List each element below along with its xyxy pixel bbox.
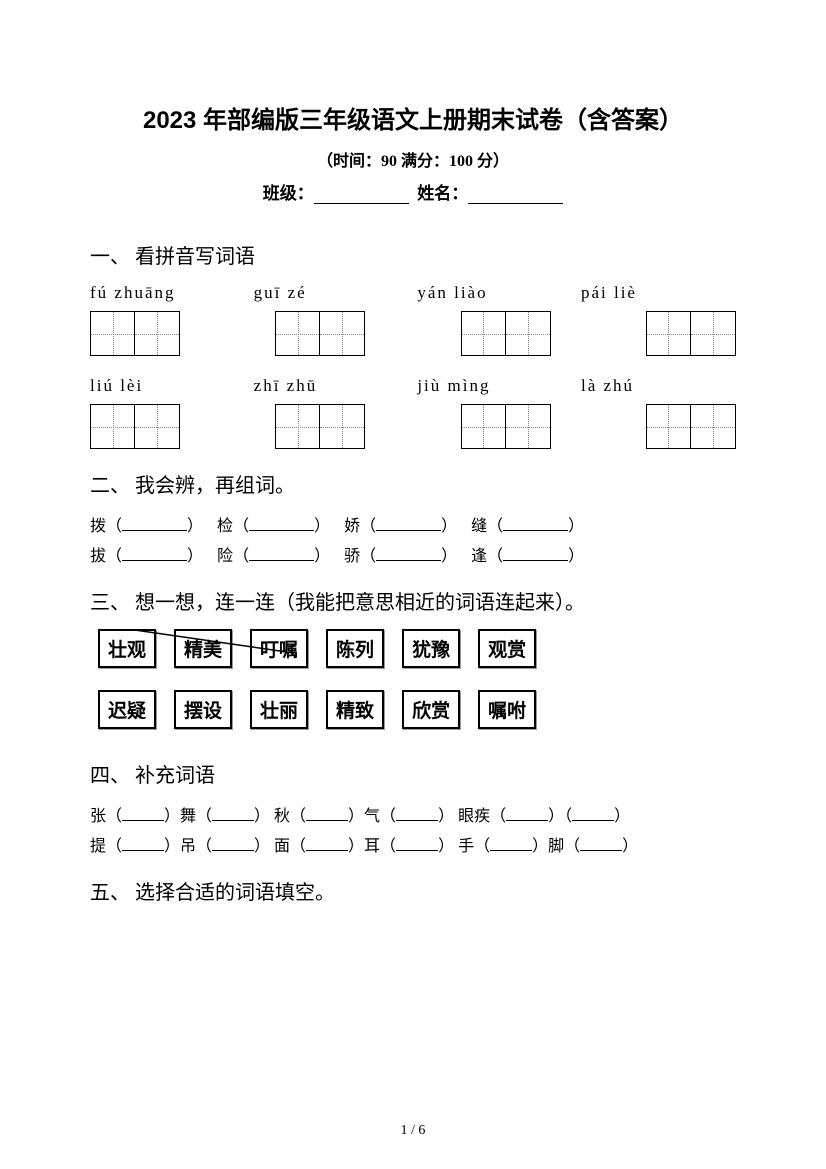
match-box[interactable]: 嘱咐	[478, 690, 536, 729]
q2-item: 娇（）	[344, 512, 457, 536]
match-top-row: 壮观 精美 叮嘱 陈列 犹豫 观赏	[98, 629, 736, 668]
match-box[interactable]: 叮嘱	[250, 629, 308, 668]
answer-blank[interactable]	[572, 807, 614, 821]
answer-blank[interactable]	[122, 807, 164, 821]
q2-item: 缝（）	[471, 512, 584, 536]
q2-item: 逢（）	[471, 542, 584, 566]
match-container: 壮观 精美 叮嘱 陈列 犹豫 观赏 迟疑 摆设 壮丽 精致 欣赏 嘱咐	[90, 629, 736, 729]
match-box[interactable]: 壮观	[98, 629, 156, 668]
char-box-pair[interactable]	[646, 404, 736, 449]
pinyin-label: fú zhuāng	[90, 283, 245, 303]
answer-blank[interactable]	[506, 807, 548, 821]
pinyin-row-1: fú zhuāng guī zé yán liào pái liè	[90, 283, 736, 303]
match-box[interactable]: 犹豫	[402, 629, 460, 668]
answer-blank[interactable]	[490, 837, 532, 851]
match-box[interactable]: 精美	[174, 629, 232, 668]
pinyin-label: zhī zhū	[254, 376, 409, 396]
match-box[interactable]: 观赏	[478, 629, 536, 668]
section1-heading: 一、 看拼音写词语	[90, 240, 736, 269]
answer-blank[interactable]	[376, 516, 441, 531]
pinyin-label: yán liào	[417, 283, 572, 303]
answer-blank[interactable]	[306, 807, 348, 821]
q2-row: 拔（） 险（） 骄（） 逢（）	[90, 542, 736, 566]
answer-blank[interactable]	[249, 546, 314, 561]
char-box-pair[interactable]	[90, 311, 180, 356]
answer-blank[interactable]	[249, 516, 314, 531]
name-blank[interactable]	[468, 186, 563, 204]
char-box-pair[interactable]	[461, 404, 551, 449]
q2-item: 拨（）	[90, 512, 203, 536]
answer-blank[interactable]	[122, 546, 187, 561]
section5-heading: 五、 选择合适的词语填空。	[90, 876, 736, 905]
q2-item: 险（）	[217, 542, 330, 566]
char-box-row	[90, 311, 736, 356]
page-number: 1 / 6	[0, 1123, 826, 1139]
answer-blank[interactable]	[503, 516, 568, 531]
q4-row: 提（）吊（） 面（）耳（） 手（）脚（）	[90, 832, 736, 856]
answer-blank[interactable]	[212, 807, 254, 821]
answer-blank[interactable]	[503, 546, 568, 561]
name-label: 姓名：	[417, 184, 468, 203]
section2-heading: 二、 我会辨，再组词。	[90, 469, 736, 498]
class-label: 班级：	[263, 184, 314, 203]
q2-item: 拔（）	[90, 542, 203, 566]
q2-item: 检（）	[217, 512, 330, 536]
char-box-pair[interactable]	[275, 311, 365, 356]
q4-row: 张（）舞（） 秋（）气（） 眼疾（）（）	[90, 802, 736, 826]
char-box-pair[interactable]	[90, 404, 180, 449]
char-box-pair[interactable]	[275, 404, 365, 449]
pinyin-row-2: liú lèi zhī zhū jiù mìng là zhú	[90, 376, 736, 396]
match-bottom-row: 迟疑 摆设 壮丽 精致 欣赏 嘱咐	[98, 690, 736, 729]
pinyin-label: liú lèi	[90, 376, 245, 396]
document-title: 2023 年部编版三年级语文上册期末试卷（含答案）	[90, 100, 736, 135]
char-box-row	[90, 404, 736, 449]
section4-heading: 四、 补充词语	[90, 759, 736, 788]
class-blank[interactable]	[314, 186, 409, 204]
info-line: 班级： 姓名：	[90, 179, 736, 204]
answer-blank[interactable]	[580, 837, 622, 851]
q2-item: 骄（）	[344, 542, 457, 566]
match-box[interactable]: 摆设	[174, 690, 232, 729]
answer-blank[interactable]	[396, 807, 438, 821]
pinyin-label: pái liè	[581, 283, 736, 303]
match-box[interactable]: 精致	[326, 690, 384, 729]
answer-blank[interactable]	[396, 837, 438, 851]
char-box-pair[interactable]	[646, 311, 736, 356]
section3-heading: 三、 想一想，连一连（我能把意思相近的词语连起来）。	[90, 586, 736, 615]
match-box[interactable]: 陈列	[326, 629, 384, 668]
answer-blank[interactable]	[376, 546, 441, 561]
answer-blank[interactable]	[122, 837, 164, 851]
pinyin-label: là zhú	[581, 376, 736, 396]
document-subtitle: （时间：90 满分：100 分）	[90, 147, 736, 171]
pinyin-label: guī zé	[254, 283, 409, 303]
answer-blank[interactable]	[306, 837, 348, 851]
answer-blank[interactable]	[212, 837, 254, 851]
match-box[interactable]: 欣赏	[402, 690, 460, 729]
match-box[interactable]: 迟疑	[98, 690, 156, 729]
answer-blank[interactable]	[122, 516, 187, 531]
char-box-pair[interactable]	[461, 311, 551, 356]
pinyin-label: jiù mìng	[417, 376, 572, 396]
match-box[interactable]: 壮丽	[250, 690, 308, 729]
q2-row: 拨（） 检（） 娇（） 缝（）	[90, 512, 736, 536]
